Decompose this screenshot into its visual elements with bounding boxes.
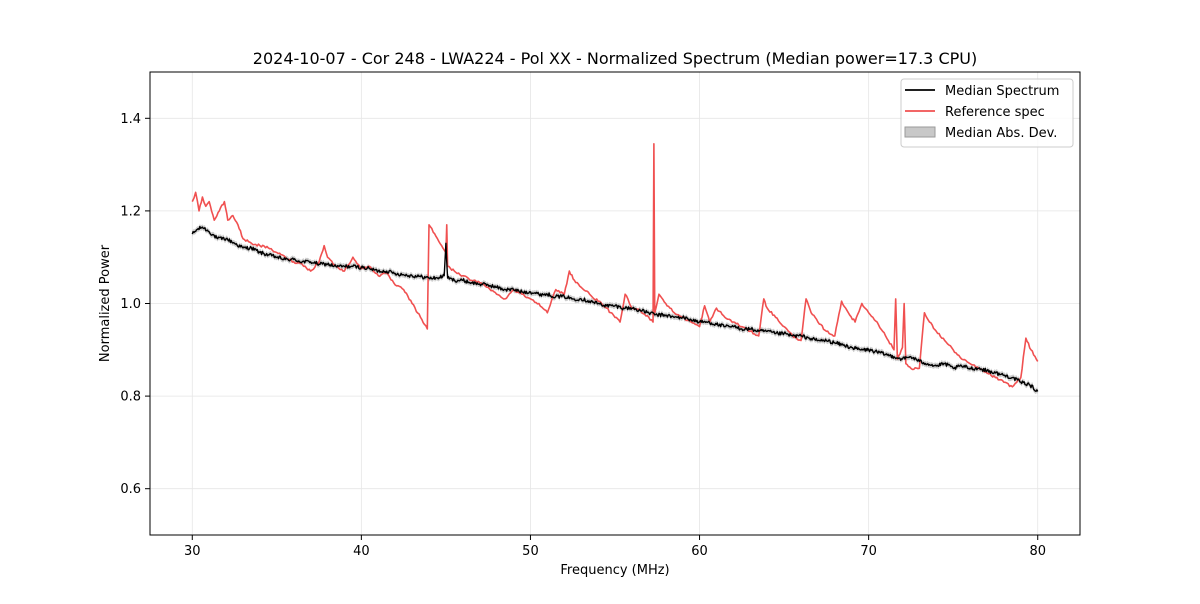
y-tick-label: 1.0: [120, 297, 141, 312]
y-tick-label: 0.6: [120, 482, 141, 497]
x-axis-label: Frequency (MHz): [560, 563, 669, 578]
legend-label-reference: Reference spec: [945, 105, 1045, 120]
y-axis-ticks: 0.6 0.8 1.0 1.2 1.4: [120, 112, 150, 497]
x-tick-label: 80: [1029, 544, 1046, 559]
reference-spectrum-line: [191, 142, 1039, 388]
chart-title: 2024-10-07 - Cor 248 - LWA224 - Pol XX -…: [253, 49, 977, 68]
x-tick-label: 60: [691, 544, 708, 559]
x-tick-label: 40: [353, 544, 370, 559]
legend-label-mad: Median Abs. Dev.: [945, 126, 1057, 141]
y-tick-label: 1.2: [120, 204, 141, 219]
median-spectrum-layer: [191, 225, 1039, 393]
reference-spectrum-layer: [191, 142, 1039, 388]
legend: Median Spectrum Reference spec Median Ab…: [900, 78, 1074, 148]
x-tick-label: 70: [860, 544, 877, 559]
y-tick-label: 0.8: [120, 390, 141, 405]
legend-swatch-mad: [904, 126, 936, 138]
legend-label-median: Median Spectrum: [945, 84, 1059, 99]
y-tick-label: 1.4: [120, 112, 141, 127]
x-tick-label: 50: [522, 544, 539, 559]
y-axis-label: Normalized Power: [98, 244, 113, 362]
legend-box: [900, 78, 1074, 148]
x-tick-label: 30: [184, 544, 201, 559]
median-spectrum-line: [191, 225, 1039, 393]
x-axis-ticks: 30 40 50 60 70 80: [184, 535, 1046, 559]
